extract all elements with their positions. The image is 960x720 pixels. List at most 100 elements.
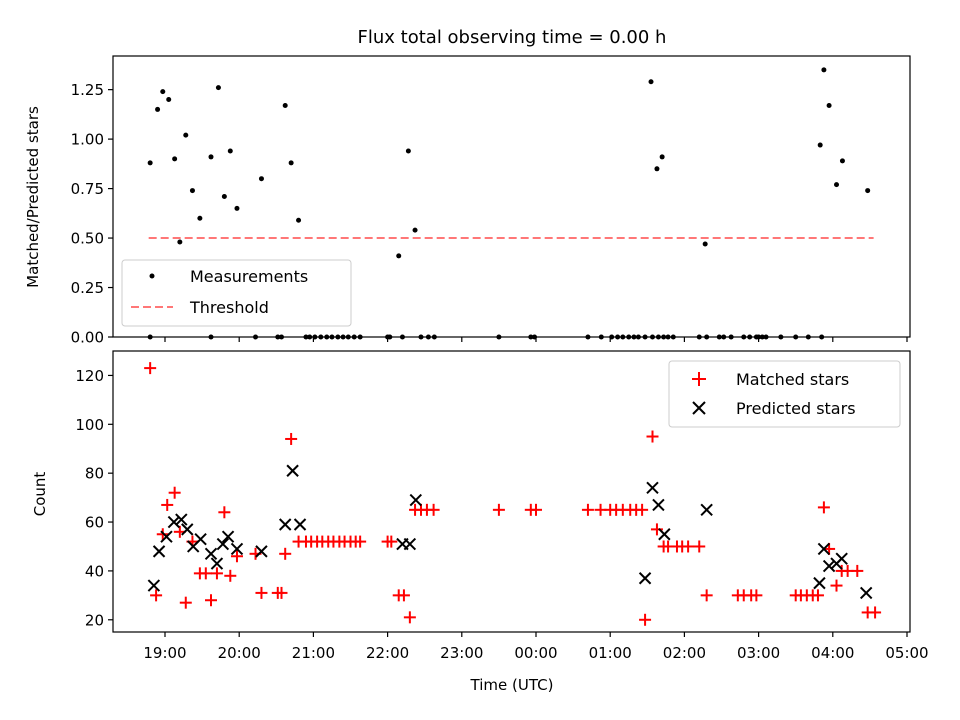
matched-star-point	[210, 567, 223, 580]
matched-star-point	[179, 596, 192, 609]
predicted-star-point	[286, 464, 299, 477]
matched-star-point	[199, 567, 212, 580]
measurement-point	[282, 102, 288, 108]
measurement-point	[817, 142, 823, 148]
measurement-point	[865, 188, 871, 194]
matched-star-point	[161, 498, 174, 511]
matched-star-point	[385, 535, 398, 548]
top-panel: Flux total observing time = 0.00 h Match…	[24, 27, 911, 347]
x-tick-label: 01:00	[589, 644, 632, 662]
measurement-point	[821, 67, 827, 73]
predicted-star-point	[652, 498, 665, 512]
matched-star-point	[636, 503, 649, 516]
predicted-star-point	[152, 545, 166, 558]
predicted-star-point	[646, 481, 659, 495]
measurement-point	[288, 160, 294, 166]
x-tick-label: 22:00	[366, 644, 409, 662]
matched-star-point	[150, 589, 163, 602]
y-tick-label: 100	[75, 416, 104, 434]
measurement-point	[147, 160, 153, 166]
y-tick-label: 1.25	[71, 81, 104, 99]
matched-star-point	[650, 523, 663, 536]
y-tick-label: 1.00	[71, 131, 104, 149]
plot-frame	[112, 350, 911, 633]
measurement-point	[172, 156, 178, 162]
matched-star-point	[144, 362, 157, 375]
matched-star-point	[224, 569, 237, 582]
top-legend: Measurements Threshold	[121, 259, 352, 327]
measurement-point	[396, 253, 402, 259]
predicted-star-point	[221, 530, 235, 543]
legend-predicted-label: Predicted stars	[736, 399, 856, 418]
plot-frame	[112, 55, 911, 338]
matched-star-point	[693, 540, 706, 553]
predicted-star-point	[147, 579, 161, 592]
matched-star-point	[750, 589, 763, 602]
predicted-star-point	[658, 528, 671, 541]
measurement-point	[166, 97, 172, 103]
bottom-panel: Count Time (UTC) 20 40 60 80 100 120 19:00 20:0…	[31, 350, 929, 694]
measurement-point	[221, 194, 227, 199]
matched-star-point	[397, 589, 410, 602]
x-tick-label: 03:00	[737, 644, 780, 662]
predicted-star-point	[230, 542, 244, 556]
predicted-star-point	[194, 532, 207, 546]
measurement-point	[197, 215, 203, 221]
predicted-star-point	[638, 572, 652, 585]
measurement-point	[208, 154, 214, 160]
predicted-star-point	[817, 542, 831, 556]
matched-star-point	[218, 506, 231, 519]
chart-title: Flux total observing time = 0.00 h	[358, 27, 667, 48]
matched-star-point	[275, 586, 288, 599]
measurement-point	[183, 132, 189, 138]
y-tick-label: 20	[85, 611, 104, 629]
predicted-star-point	[403, 537, 417, 551]
matched-star-point	[639, 613, 652, 626]
measurement-point	[215, 85, 221, 91]
x-tick-label: 19:00	[143, 644, 186, 662]
matched-star-point	[285, 432, 298, 445]
x-tick-label: 20:00	[218, 644, 261, 662]
measurement-point	[654, 166, 660, 172]
legend-predicted-marker	[692, 401, 706, 415]
legend-matched-marker	[692, 372, 706, 386]
measurement-point	[648, 79, 654, 85]
x-tick-label: 02:00	[663, 644, 706, 662]
legend-measurements-marker	[149, 273, 155, 279]
predicted-star-point	[278, 518, 292, 531]
matched-star-point	[354, 535, 367, 548]
measurement-point	[405, 148, 411, 154]
predicted-star-point	[859, 586, 873, 600]
matched-star-point	[700, 589, 713, 602]
y-tick-label: 120	[75, 367, 104, 385]
predicted-star-point	[822, 559, 836, 573]
x-tick-label: 21:00	[292, 644, 335, 662]
predicted-star-point	[204, 547, 218, 561]
matched-star-point	[682, 540, 695, 553]
y-tick-label: 80	[85, 465, 104, 483]
x-tick-label: 00:00	[514, 644, 557, 662]
measurement-point	[834, 182, 840, 188]
legend-matched-label: Matched stars	[736, 370, 849, 389]
predicted-star-point	[700, 503, 713, 517]
y-tick-label: 0.25	[71, 279, 104, 297]
predicted-star-point	[409, 493, 423, 507]
bottom-marks	[144, 362, 882, 626]
y-tick-label: 60	[85, 514, 104, 532]
y-axis-label: Matched/Predicted stars	[24, 106, 42, 288]
measurement-point	[826, 102, 832, 108]
matched-star-point	[168, 486, 181, 499]
matched-star-point	[230, 550, 243, 563]
predicted-star-point	[181, 523, 194, 536]
x-tick-label: 05:00	[885, 644, 928, 662]
measurement-point	[296, 217, 302, 223]
predicted-star-point	[167, 515, 181, 529]
matched-star-point	[581, 503, 594, 516]
bottom-legend: Matched stars Predicted stars	[668, 360, 901, 428]
matched-star-point	[492, 503, 505, 516]
matched-star-point	[817, 501, 830, 514]
matched-star-point	[869, 606, 882, 619]
matched-star-point	[811, 589, 824, 602]
measurement-point	[659, 154, 665, 160]
